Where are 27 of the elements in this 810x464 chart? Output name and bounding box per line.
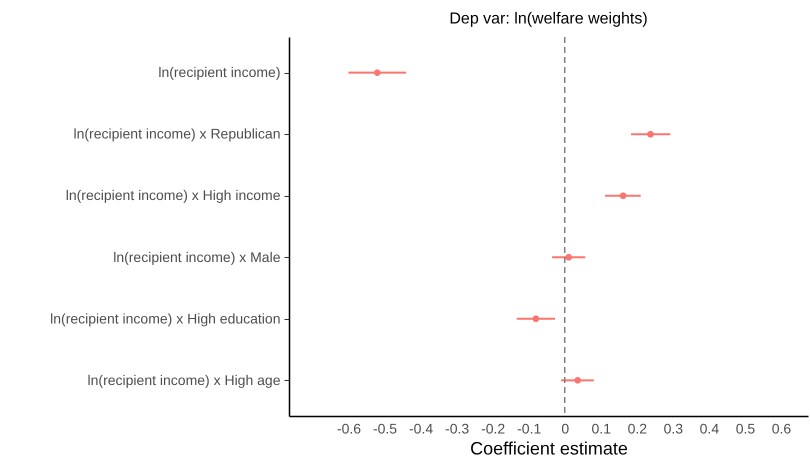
x-tick-label: 0.3 bbox=[664, 420, 684, 436]
x-tick-label: 0.6 bbox=[772, 420, 792, 436]
point bbox=[565, 254, 572, 261]
x-tick-label: 0.5 bbox=[736, 420, 756, 436]
y-tick-label: ln(recipient income) x Male bbox=[113, 248, 281, 265]
x-axis-title: Coefficient estimate bbox=[470, 438, 628, 458]
x-tick-label: 0 bbox=[561, 420, 570, 436]
x-tick-label: -0.2 bbox=[481, 420, 506, 436]
x-tick-label: -0.4 bbox=[408, 420, 434, 436]
point bbox=[620, 192, 626, 200]
x-tick-label: -0.1 bbox=[517, 420, 542, 436]
x-tick-label: 0.4 bbox=[700, 420, 720, 436]
y-tick-label: ln(recipient income) x High education bbox=[50, 310, 280, 326]
x-tick-label: 0.2 bbox=[628, 420, 648, 436]
y-tick-label: ln(recipient income) x High income bbox=[66, 187, 281, 204]
chart-title: Dep var: ln(welfare weights) bbox=[449, 10, 648, 28]
y-tick-label: ln(recipient income) bbox=[158, 64, 280, 80]
point bbox=[374, 69, 381, 76]
x-tick-label: -0.5 bbox=[372, 420, 398, 436]
y-tick-label: ln(recipient income) x Republican bbox=[74, 126, 280, 142]
point bbox=[532, 315, 540, 322]
point bbox=[574, 376, 582, 384]
x-tick-label: -0.6 bbox=[336, 420, 362, 436]
y-tick-label: ln(recipient income) x High age bbox=[88, 372, 281, 388]
x-tick-label: -0.3 bbox=[445, 420, 470, 436]
point bbox=[647, 130, 654, 138]
x-tick-label: 0.1 bbox=[592, 420, 612, 436]
